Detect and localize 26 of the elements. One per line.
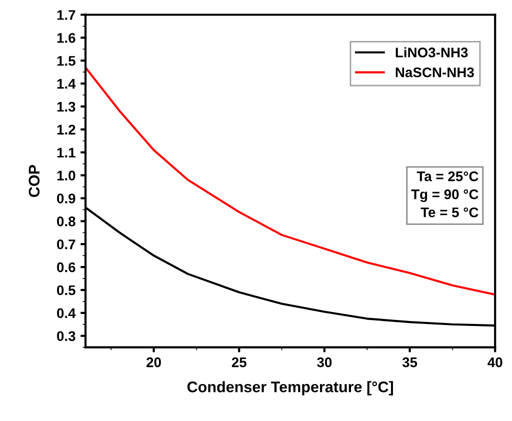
y-tick-label: 1.2 [57, 124, 76, 134]
x-axis-title: Condenser Temperature [°C] [187, 381, 393, 396]
legend-label: NaSCN-NH3 [396, 67, 474, 78]
legend-label: LiNO3-NH3 [396, 47, 468, 58]
y-tick-label: 1.7 [57, 10, 76, 20]
y-axis-title: COP [28, 165, 40, 197]
y-tick-label: 1.1 [57, 148, 76, 158]
y-tick-label: 1.3 [57, 102, 76, 112]
y-tick-label: 1.0 [57, 170, 76, 180]
y-tick-label: 0.9 [57, 194, 76, 204]
x-tick-label: 35 [402, 357, 418, 368]
y-tick-label: 0.8 [57, 216, 76, 226]
x-tick-label: 40 [488, 357, 502, 368]
y-tick-label: 0.3 [57, 331, 76, 342]
y-tick-label: 1.4 [57, 79, 76, 89]
y-tick-label: 0.7 [57, 239, 76, 250]
y-tick-label: 0.4 [57, 308, 76, 318]
x-tick-label: 30 [317, 357, 332, 368]
x-tick-label: 25 [232, 357, 246, 368]
line-series [86, 66, 496, 296]
y-tick-label: 0.6 [57, 262, 76, 272]
y-tick-label: 0.5 [57, 285, 76, 296]
y-tick-label: 1.6 [57, 33, 76, 43]
annotation: Ta = 25°C Tg = 90 °C Te = 5 °C [411, 171, 478, 218]
y-tick-label: 1.5 [57, 56, 76, 66]
x-tick-label: 20 [146, 357, 161, 368]
